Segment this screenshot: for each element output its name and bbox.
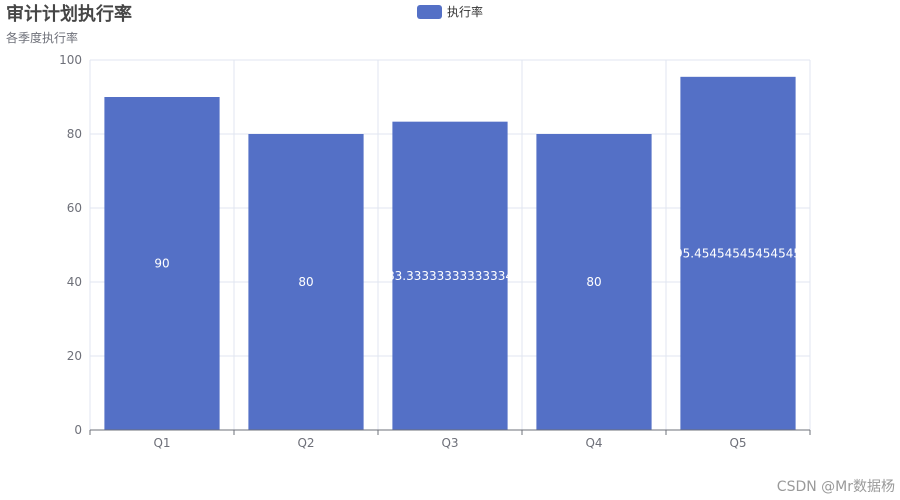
- y-tick-label: 60: [67, 201, 82, 215]
- y-tick-label: 20: [67, 349, 82, 363]
- axes: 0 20 40 60 80 100 Q1 Q2 Q3 Q4 Q5: [59, 53, 811, 450]
- bar: [536, 134, 652, 430]
- watermark: CSDN @Mr数据杨: [777, 479, 895, 495]
- legend-label: 执行率: [447, 4, 483, 19]
- legend-swatch: [417, 5, 442, 19]
- bar: [392, 121, 508, 431]
- x-tick-label: Q3: [441, 436, 458, 450]
- bar: [104, 97, 220, 430]
- bar: [248, 134, 364, 430]
- chart-subtitle: 各季度执行率: [6, 30, 78, 45]
- data-label: 90: [154, 257, 169, 271]
- bars: 90 80 83.33333333333334 80 95.45454545454545: [104, 76, 801, 431]
- y-tick-label: 80: [67, 127, 82, 141]
- data-label: 95.45454545454545: [675, 246, 801, 260]
- chart-title: 审计计划执行率: [6, 3, 132, 25]
- x-tick-label: Q5: [729, 436, 746, 450]
- data-label: 80: [298, 275, 313, 289]
- x-tick-label: Q2: [297, 436, 314, 450]
- legend[interactable]: 执行率: [417, 4, 483, 19]
- y-tick-label: 100: [59, 53, 82, 67]
- x-tick-label: Q1: [153, 436, 170, 450]
- x-tick-label: Q4: [585, 436, 602, 450]
- data-label: 83.33333333333334: [387, 269, 513, 283]
- data-label: 80: [586, 275, 601, 289]
- y-tick-label: 0: [74, 423, 82, 437]
- y-tick-label: 40: [67, 275, 82, 289]
- bar: [680, 76, 796, 431]
